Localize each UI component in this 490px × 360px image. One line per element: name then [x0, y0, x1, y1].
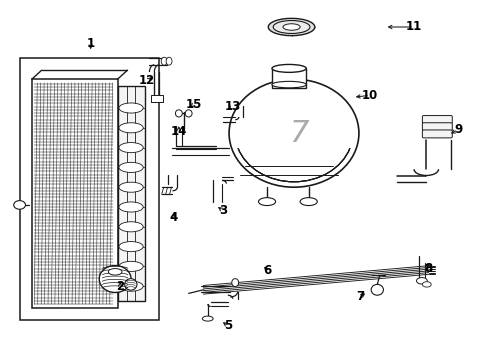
Bar [118, 86, 145, 301]
Ellipse shape [269, 18, 315, 36]
Text: 3: 3 [219, 204, 227, 217]
Bar [32, 79, 118, 308]
Ellipse shape [119, 182, 143, 192]
Ellipse shape [119, 103, 143, 113]
Ellipse shape [119, 123, 143, 133]
Bar [20, 58, 159, 320]
Circle shape [14, 201, 25, 209]
Ellipse shape [119, 281, 143, 291]
Ellipse shape [283, 24, 300, 30]
Ellipse shape [108, 269, 122, 275]
Ellipse shape [272, 81, 306, 88]
Ellipse shape [119, 261, 143, 271]
Ellipse shape [99, 266, 131, 292]
Text: 10: 10 [362, 89, 378, 102]
FancyBboxPatch shape [422, 130, 452, 138]
Ellipse shape [229, 79, 359, 187]
Text: 13: 13 [224, 100, 241, 113]
Ellipse shape [422, 282, 431, 287]
Bar [151, 95, 163, 102]
Text: 1: 1 [87, 37, 95, 50]
Ellipse shape [119, 143, 143, 153]
Text: 14: 14 [171, 125, 187, 138]
Ellipse shape [416, 278, 427, 284]
Text: 2: 2 [116, 280, 124, 293]
Ellipse shape [202, 316, 213, 321]
FancyBboxPatch shape [422, 116, 452, 123]
Ellipse shape [300, 198, 318, 206]
Text: 4: 4 [170, 211, 178, 224]
Ellipse shape [161, 57, 167, 65]
Text: 7: 7 [356, 291, 364, 303]
Text: 11: 11 [406, 21, 422, 33]
Ellipse shape [119, 222, 143, 232]
Text: 6: 6 [263, 264, 271, 276]
Ellipse shape [272, 64, 306, 72]
Ellipse shape [185, 110, 192, 117]
Ellipse shape [119, 202, 143, 212]
Ellipse shape [232, 279, 239, 287]
Ellipse shape [273, 21, 310, 33]
Bar [272, 68, 306, 88]
Ellipse shape [259, 198, 275, 206]
Text: 12: 12 [139, 75, 155, 87]
Text: 9: 9 [454, 123, 462, 136]
Ellipse shape [119, 242, 143, 252]
Text: 7: 7 [289, 119, 309, 148]
Text: 15: 15 [185, 98, 202, 111]
FancyBboxPatch shape [422, 123, 452, 131]
Ellipse shape [166, 57, 172, 65]
Text: 5: 5 [224, 319, 232, 332]
Text: 8: 8 [425, 262, 433, 275]
Ellipse shape [175, 110, 182, 117]
Ellipse shape [371, 284, 384, 295]
Ellipse shape [119, 162, 143, 172]
Ellipse shape [124, 279, 137, 290]
